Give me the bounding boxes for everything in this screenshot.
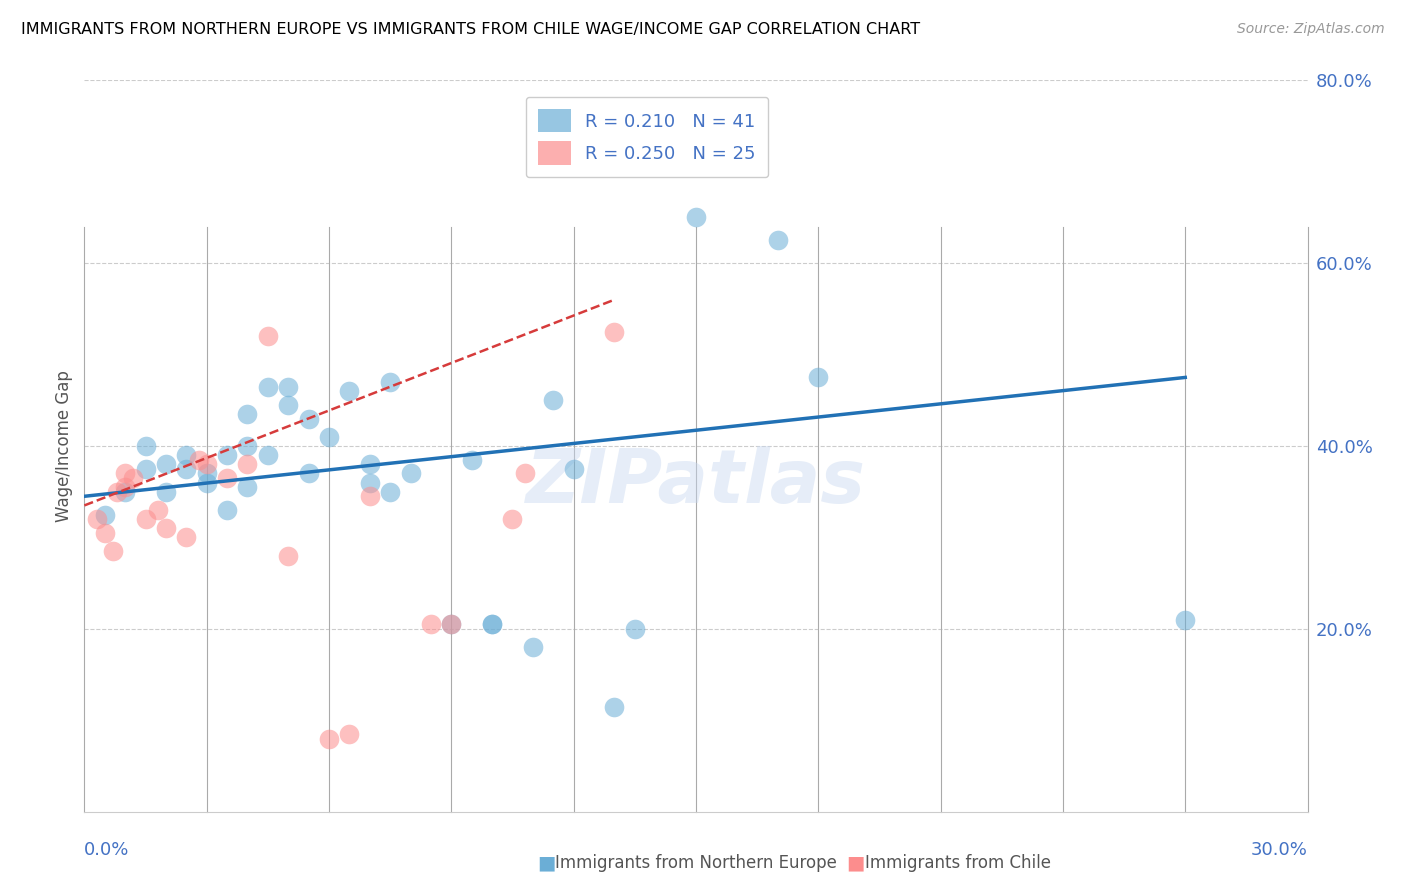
Point [146, 503, 169, 517]
Point [174, 448, 197, 462]
Point [101, 544, 124, 558]
Text: IMMIGRANTS FROM NORTHERN EUROPE VS IMMIGRANTS FROM CHILE WAGE/INCOME GAP CORRELA: IMMIGRANTS FROM NORTHERN EUROPE VS IMMIG… [21, 22, 920, 37]
Point [339, 727, 361, 741]
Point [603, 325, 626, 339]
Text: Source: ZipAtlas.com: Source: ZipAtlas.com [1237, 22, 1385, 37]
Y-axis label: Wage/Income Gap: Wage/Income Gap [55, 370, 73, 522]
Point [114, 484, 136, 499]
Point [513, 467, 536, 481]
Point [380, 375, 402, 389]
Point [685, 211, 707, 225]
Point [217, 503, 239, 517]
Text: 30.0%: 30.0% [1251, 841, 1308, 859]
Point [461, 452, 484, 467]
Point [318, 430, 340, 444]
Point [440, 617, 463, 632]
Point [195, 458, 218, 472]
Point [155, 484, 177, 499]
Point [481, 617, 503, 632]
Point [624, 622, 647, 636]
Point [359, 458, 381, 472]
Point [277, 379, 299, 393]
Point [135, 512, 157, 526]
Point [155, 521, 177, 535]
Point [135, 439, 157, 453]
Point [122, 471, 145, 485]
Point [257, 448, 280, 462]
Point [86, 512, 108, 526]
Text: ■: ■ [846, 854, 865, 872]
Text: Immigrants from Chile: Immigrants from Chile [844, 855, 1050, 872]
Point [380, 484, 402, 499]
Point [440, 617, 463, 632]
Point [135, 462, 157, 476]
Point [807, 370, 830, 384]
Point [298, 467, 321, 481]
Point [187, 452, 209, 467]
Point [114, 480, 136, 494]
Legend: R = 0.210   N = 41, R = 0.250   N = 25: R = 0.210 N = 41, R = 0.250 N = 25 [526, 96, 769, 178]
Point [217, 448, 239, 462]
Point [174, 462, 197, 476]
Point [543, 393, 565, 408]
Text: 0.0%: 0.0% [84, 841, 129, 859]
Point [236, 480, 259, 494]
Point [195, 475, 218, 490]
Point [1174, 613, 1197, 627]
Text: Immigrants from Northern Europe: Immigrants from Northern Europe [534, 855, 837, 872]
Point [155, 458, 177, 472]
Point [105, 484, 128, 499]
Point [339, 384, 361, 399]
Point [359, 475, 381, 490]
Point [257, 379, 280, 393]
Point [502, 512, 524, 526]
Text: ZIPatlas: ZIPatlas [526, 446, 866, 519]
Point [277, 549, 299, 563]
Point [318, 731, 340, 746]
Point [277, 398, 299, 412]
Point [195, 467, 218, 481]
Text: ■: ■ [537, 854, 555, 872]
Point [766, 233, 789, 247]
Point [562, 462, 585, 476]
Point [359, 489, 381, 503]
Point [114, 467, 136, 481]
Point [603, 699, 626, 714]
Point [236, 458, 259, 472]
Point [93, 525, 117, 540]
Point [298, 411, 321, 425]
Point [174, 530, 197, 544]
Point [257, 329, 280, 343]
Point [420, 617, 443, 632]
Point [236, 439, 259, 453]
Point [399, 467, 422, 481]
Point [481, 617, 503, 632]
Point [236, 407, 259, 421]
Point [522, 640, 544, 655]
Point [93, 508, 117, 522]
Point [217, 471, 239, 485]
